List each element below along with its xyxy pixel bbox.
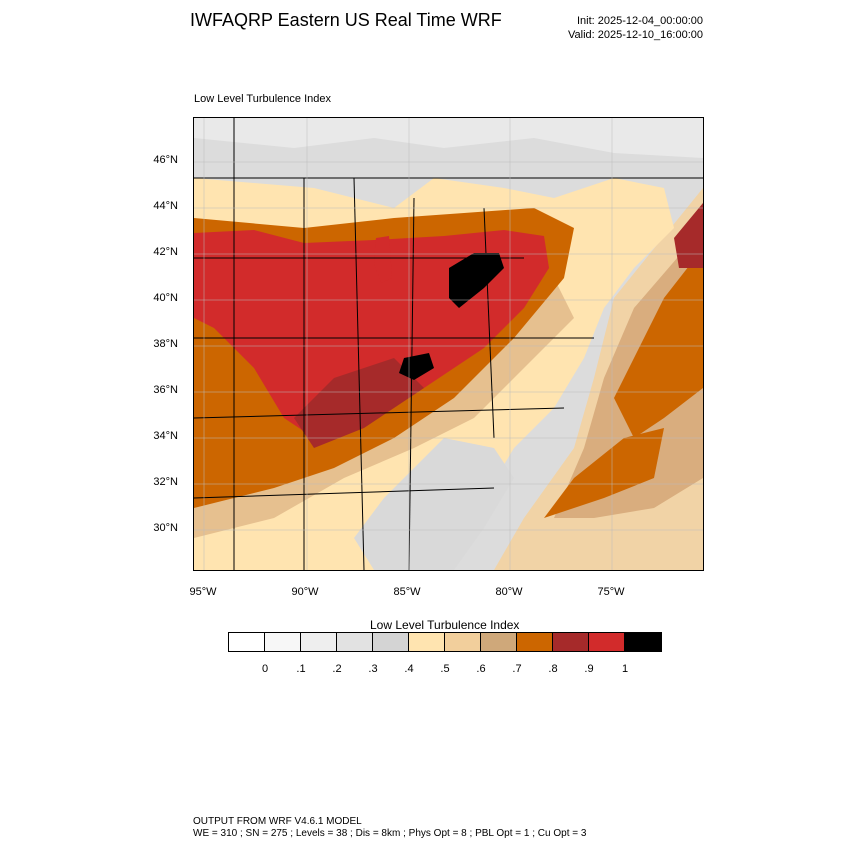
map-panel	[193, 117, 704, 571]
colorbar-title: Low Level Turbulence Index	[370, 618, 520, 632]
colorbar-tick-label: .3	[368, 663, 378, 675]
southeast-gray-field	[354, 438, 514, 570]
colorbar-tick-label: .2	[332, 663, 342, 675]
footer-line-2: WE = 310 ; SN = 275 ; Levels = 38 ; Dis …	[193, 828, 587, 839]
turbulence-map	[194, 118, 703, 570]
colorbar-tick-label: 1	[621, 663, 629, 675]
colorbar-cell	[301, 633, 337, 651]
colorbar-tick-label: .7	[512, 663, 522, 675]
colorbar-cell	[517, 633, 553, 651]
ocean-orange-band	[544, 428, 664, 518]
lat-label: 34°N	[153, 430, 178, 442]
lat-label: 42°N	[153, 246, 178, 258]
colorbar-cell	[553, 633, 589, 651]
colorbar-tick-label: .4	[404, 663, 414, 675]
lon-label: 75°W	[597, 586, 625, 598]
lake-michigan	[374, 236, 392, 283]
graticule	[194, 118, 703, 570]
state-boundaries	[194, 118, 703, 570]
colorbar-tick-label: .8	[548, 663, 558, 675]
colorbar-cell	[373, 633, 409, 651]
lat-label: 32°N	[153, 476, 178, 488]
colorbar-cell	[265, 633, 301, 651]
init-time: Init: 2025-12-04_00:00:00	[577, 15, 703, 27]
footer-line-1: OUTPUT FROM WRF V4.6.1 MODEL	[193, 816, 362, 827]
colorbar-tick-label: .6	[476, 663, 486, 675]
lat-label: 40°N	[153, 292, 178, 304]
colorbar	[228, 632, 662, 652]
init-valid-times: Init: 2025-12-04_00:00:00 Valid: 2025-12…	[568, 14, 703, 42]
colorbar-tick-label: .1	[296, 663, 306, 675]
lat-label: 30°N	[153, 522, 178, 534]
lat-label: 44°N	[153, 200, 178, 212]
map-subtitle: Low Level Turbulence Index	[194, 93, 331, 105]
colorbar-cell	[625, 633, 661, 651]
lon-label: 90°W	[291, 586, 319, 598]
colorbar-cell	[481, 633, 517, 651]
land-darkred-field	[294, 358, 424, 448]
black-max-kentucky	[399, 353, 434, 380]
colorbar-cell	[445, 633, 481, 651]
colorbar-cell	[409, 633, 445, 651]
lat-label: 36°N	[153, 384, 178, 396]
colorbar-cell	[337, 633, 373, 651]
valid-time: Valid: 2025-12-10_16:00:00	[568, 29, 703, 41]
colorbar-tick-label: 0	[261, 663, 269, 675]
ocean-darkred-patch	[674, 203, 703, 268]
black-max-ohio	[449, 253, 504, 308]
colorbar-cell	[229, 633, 265, 651]
colorbar-tick-label: .5	[440, 663, 450, 675]
colorbar-cell	[589, 633, 625, 651]
plot-title: IWFAQRP Eastern US Real Time WRF	[190, 10, 502, 30]
lon-label: 80°W	[495, 586, 523, 598]
lon-label: 85°W	[393, 586, 421, 598]
lat-label: 38°N	[153, 338, 178, 350]
lat-label: 46°N	[153, 154, 178, 166]
lon-label: 95°W	[189, 586, 217, 598]
canada-region	[194, 118, 703, 158]
colorbar-tick-label: .9	[584, 663, 594, 675]
ocean-orange-field	[614, 248, 703, 438]
model-footer: OUTPUT FROM WRF V4.6.1 MODEL WE = 310 ; …	[193, 816, 586, 840]
